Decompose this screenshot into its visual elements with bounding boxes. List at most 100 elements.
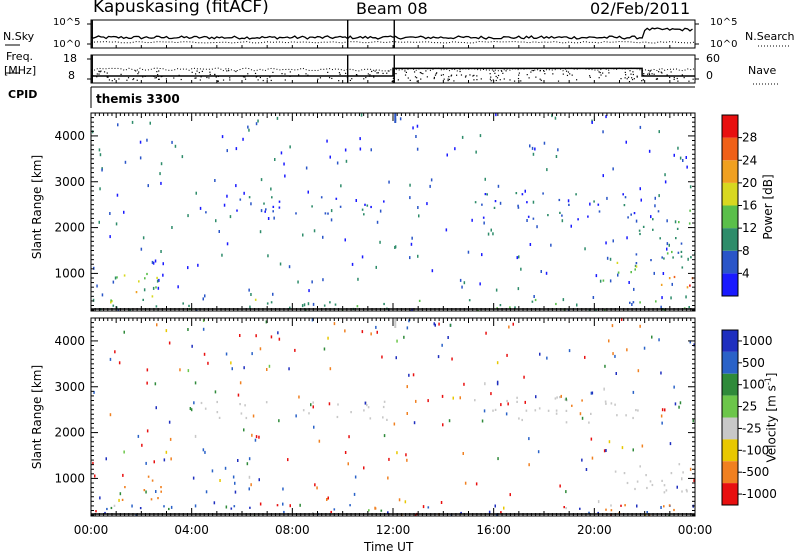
power-cell: [477, 309, 479, 311]
xtick-label: 12:00: [376, 523, 411, 537]
power-cell: [383, 302, 385, 306]
power-sparse-cell: [152, 261, 155, 265]
nave-tick-bottom: 0: [706, 69, 713, 82]
velocity-sparse-cell: [310, 403, 312, 407]
power-sparse-cell: [162, 273, 164, 277]
nave-dot: [331, 77, 333, 80]
noise-right-tick-bottom: 10^0: [710, 39, 738, 50]
velocity-sparse-cell: [507, 402, 509, 406]
power-sparse-cell: [666, 219, 668, 223]
nave-dot: [407, 77, 409, 79]
power-sparse-cell: [429, 184, 431, 188]
power-cell: [195, 309, 198, 311]
power-sparse-cell: [495, 113, 497, 117]
velocity-sparse-cell: [643, 346, 646, 350]
power-sparse-cell: [101, 293, 104, 297]
power-cell: [265, 208, 267, 211]
velocity-sparse-cell: [611, 324, 614, 328]
power-cell: [205, 211, 207, 214]
power-sparse-cell: [685, 156, 687, 159]
power-sparse-cell: [181, 155, 184, 159]
velocity-sparse-cell: [674, 402, 677, 406]
nave-dot: [284, 79, 286, 81]
power-sparse-cell: [497, 184, 500, 188]
nave-dot: [497, 74, 500, 77]
power-ytick-label: 4000: [54, 129, 85, 143]
nave-dot: [338, 72, 341, 74]
xtick-label: 08:00: [275, 523, 310, 537]
velocity-sparse-cell: [168, 341, 171, 345]
power-sparse-cell: [562, 298, 565, 302]
power-sparse-cell: [677, 146, 679, 150]
velocity-sparse-cell: [298, 395, 300, 399]
velocity-sparse-cell: [641, 444, 644, 448]
nave-dot: [631, 78, 634, 81]
velocity-sparse-cell: [415, 399, 417, 403]
nave-dot: [269, 76, 271, 78]
nave-dot: [144, 75, 146, 77]
freq-label: Freq.: [6, 50, 34, 63]
velocity-cell: [233, 505, 236, 508]
nave-dot: [156, 71, 158, 73]
velocity-sparse-cell: [333, 322, 336, 326]
power-sparse-cell: [628, 281, 630, 284]
power-sparse-cell: [412, 126, 414, 130]
velocity-sparse-cell: [406, 326, 409, 330]
nave-dot: [620, 78, 622, 80]
nave-dot: [99, 71, 101, 73]
velocity-sparse-cell: [693, 343, 695, 347]
velocity-cell: [336, 415, 339, 419]
velocity-cell: [216, 400, 218, 404]
velocity-cell: [240, 412, 243, 415]
velocity-sparse-cell: [620, 318, 623, 321]
station-title: Kapuskasing (fitACF): [93, 0, 269, 17]
power-sparse-cell: [199, 206, 202, 210]
nave-dot: [543, 70, 545, 72]
power-sparse-cell: [606, 196, 608, 200]
velocity-sparse-cell: [246, 462, 249, 466]
velocity-sparse-cell: [669, 442, 672, 446]
nave-dot: [505, 70, 507, 72]
power-cell: [272, 205, 275, 208]
freq-panel: [6, 54, 778, 85]
velocity-cell: [150, 498, 153, 501]
velocity-sparse-cell: [202, 319, 205, 322]
power-ytick-label: 1000: [54, 266, 85, 280]
power-cell: [598, 210, 601, 213]
power-cell: [144, 277, 146, 280]
velocity-panel: 1000 2000 3000 4000: [54, 317, 696, 517]
velocity-sparse-cell: [464, 481, 467, 485]
power-cell: [623, 204, 626, 207]
velocity-sparse-cell: [258, 478, 260, 482]
power-sparse-cell: [330, 218, 333, 222]
power-cell: [689, 284, 691, 287]
power-cell: [156, 276, 158, 279]
velocity-sparse-cell: [259, 347, 262, 351]
velocity-sparse-cell: [565, 397, 567, 401]
power-cell: [526, 201, 528, 204]
power-sparse-cell: [370, 148, 372, 152]
power-cell: [629, 301, 631, 304]
power-sparse-cell: [101, 168, 103, 172]
power-sparse-cell: [267, 254, 269, 258]
velocity-sparse-cell: [433, 322, 435, 326]
power-sparse-cell: [492, 232, 494, 236]
power-sparse-cell: [658, 130, 660, 134]
power-cell: [588, 309, 591, 311]
color-scales: 4 8 12 16 20 24 28 1000 500 100 25 -25 -100 -500 -1000: [721, 114, 777, 506]
power-cell: [363, 213, 365, 216]
power-sparse-cell: [116, 306, 118, 310]
velocity-sparse-cell: [203, 352, 206, 356]
velocity-sparse-cell: [268, 364, 271, 368]
velocity-cell: [610, 509, 613, 512]
nave-dot: [307, 74, 309, 76]
power-cell: [617, 271, 620, 274]
power-sparse-cell: [297, 280, 299, 284]
velocity-sparse-cell: [239, 381, 242, 385]
nave-dot: [666, 74, 668, 76]
power-sparse-cell: [142, 236, 145, 240]
velocity-cell: [559, 396, 561, 399]
velocity-sparse-cell: [535, 395, 537, 399]
power-sparse-cell: [116, 193, 119, 197]
power-sparse-cell: [461, 285, 463, 289]
